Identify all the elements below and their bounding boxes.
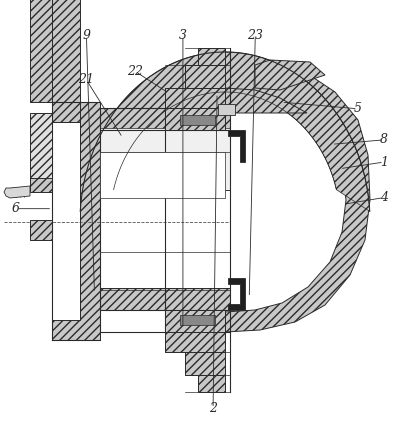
Bar [30,0,52,102]
Bar [100,152,225,198]
Polygon shape [254,60,324,90]
Text: 3: 3 [178,29,186,42]
Bar [100,128,229,190]
Text: 23: 23 [247,29,263,42]
Text: 8: 8 [379,133,387,147]
Polygon shape [198,375,225,392]
Text: 21: 21 [78,73,94,87]
Text: 6: 6 [12,202,20,215]
Bar [100,108,229,130]
Text: 1: 1 [379,155,387,169]
Bar [30,113,52,185]
Text: 22: 22 [126,64,142,78]
Polygon shape [180,115,215,125]
Polygon shape [225,60,369,332]
Polygon shape [30,220,52,240]
Bar [100,288,229,310]
Polygon shape [180,315,215,325]
Text: 2: 2 [209,402,217,415]
Text: 4: 4 [379,191,387,204]
Bar [52,0,80,122]
Polygon shape [227,278,244,310]
Polygon shape [198,48,225,65]
Polygon shape [217,104,235,115]
Polygon shape [80,52,369,211]
Polygon shape [184,65,225,88]
Polygon shape [164,332,225,352]
Polygon shape [4,186,30,198]
Polygon shape [52,102,100,340]
Polygon shape [164,108,225,130]
Polygon shape [164,310,225,332]
Polygon shape [184,352,225,375]
Text: 5: 5 [353,102,361,115]
Text: 9: 9 [82,29,90,42]
Polygon shape [227,130,244,162]
Polygon shape [225,88,306,113]
Polygon shape [30,178,52,192]
Polygon shape [164,88,225,108]
